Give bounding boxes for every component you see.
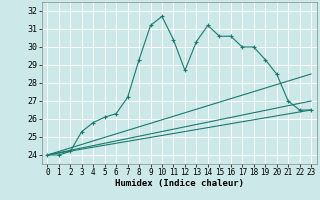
X-axis label: Humidex (Indice chaleur): Humidex (Indice chaleur) [115, 179, 244, 188]
